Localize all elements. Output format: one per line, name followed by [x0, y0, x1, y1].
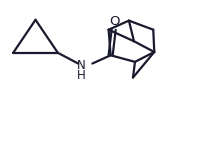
Text: O: O: [109, 15, 119, 28]
Text: H: H: [76, 69, 85, 82]
Text: N: N: [76, 59, 85, 72]
